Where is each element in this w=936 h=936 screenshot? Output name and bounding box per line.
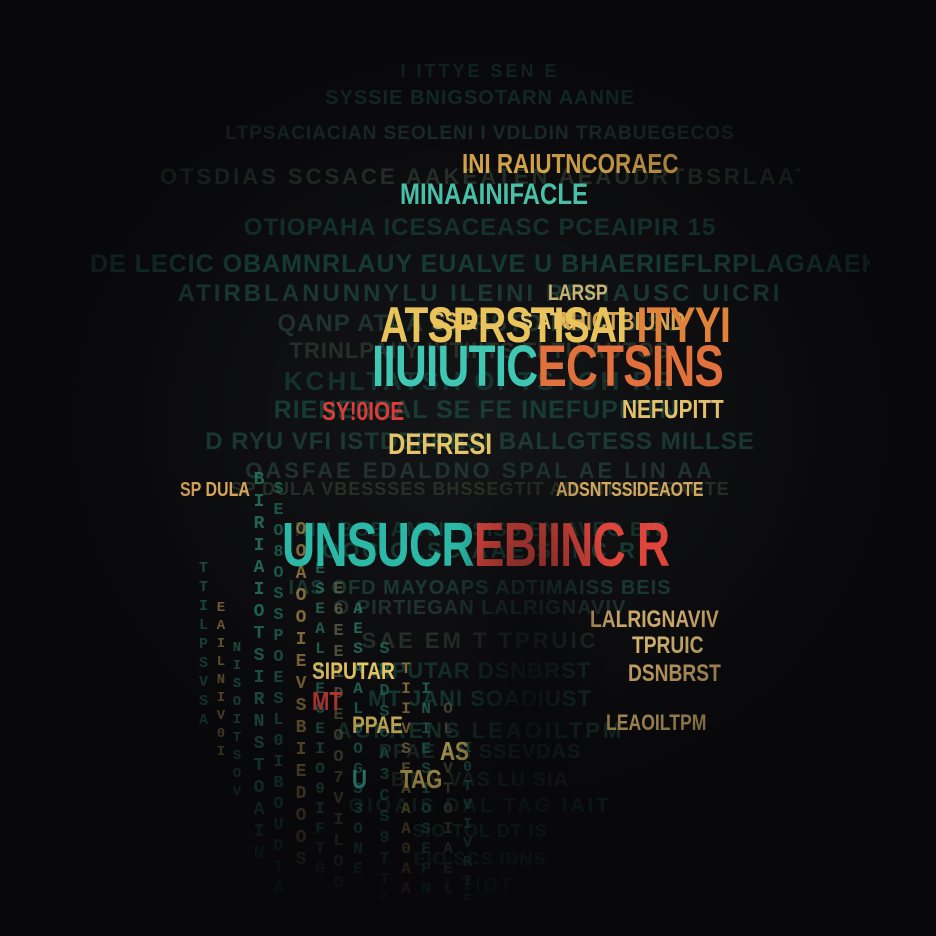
drip-letter-column: OLAVTOIAELI (440, 700, 456, 900)
headline-row: IIUIUTICECTSINS (372, 338, 724, 396)
accent-letter-cluster: ADSNTSSIDEAOTE (556, 479, 704, 501)
accent-letter-cluster: LALRIGNAVIV (590, 606, 719, 633)
drip-letter-column: NISOITSOV (230, 640, 244, 802)
accent-letter-cluster: DEFRESI (388, 428, 493, 461)
background-letter-row: LTPSACIACIAN SEOLENI I VDLDIN TRABUEGECO… (225, 124, 735, 143)
background-letter-row: SYSSIE BNIGSOTARN AANNE (325, 88, 635, 108)
accent-letter-cluster: DSNBRST (628, 660, 721, 687)
accent-letter-cluster: SY!0IOE (322, 396, 405, 426)
accent-letter-cluster: TAG (400, 764, 443, 794)
accent-letter-cluster: SP DULA (180, 479, 250, 501)
drip-letter-column: BIRIAIOTSIRNSTOAIN (250, 470, 268, 866)
headline-row: UNSUCREBIINC R (282, 515, 670, 577)
background-letter-row: DE LECIC OBAMNRLAUY EUALVE U BHAERIEFLRP… (90, 252, 870, 277)
background-letter-row: RIENERRAL SE FE INEFUPITTNI (273, 398, 687, 423)
headline-segment: IIUIUTIC (372, 334, 538, 399)
headline-segment: ECTSINS (537, 334, 724, 399)
drip-letter-column: E6EE1DEOO7VILOO (330, 580, 347, 895)
accent-letter-cluster: TPRUIC (632, 632, 704, 659)
background-letter-row: I ITTYE SEN E (400, 62, 560, 80)
drip-letter-column: AESAALOOGS3ONE (350, 600, 366, 880)
headline-segment: EBIINC R (473, 511, 670, 580)
drip-letter-column: ESEAL1EGEIO9IFTG (312, 560, 328, 880)
accent-letter-cluster: MT (312, 686, 343, 716)
accent-letter-cluster: NEFUPITT (622, 394, 724, 424)
accent-letter-cluster: MINAAINIFACLE (400, 178, 588, 211)
accent-letter-cluster: U (352, 764, 368, 794)
accent-letter-cluster: AS (440, 736, 469, 766)
accent-letter-cluster: SIPUTAR (312, 658, 395, 685)
background-letter-row: I TIOT (445, 876, 515, 894)
drip-letter-column: TTILPSVSA (196, 560, 211, 731)
accent-letter-cluster: PPAE (352, 712, 403, 739)
accent-letter-cluster: LEAOILTPM (606, 710, 707, 735)
accent-letter-cluster: INI RAIUTNCORAEC (462, 148, 679, 179)
background-letter-row: OTIOPAHA ICESACEASC PCEAIPIR 15 (243, 216, 717, 240)
headline-segment: UNSUCR (282, 511, 475, 580)
drip-letter-column: EAILNIV0I (214, 600, 228, 762)
